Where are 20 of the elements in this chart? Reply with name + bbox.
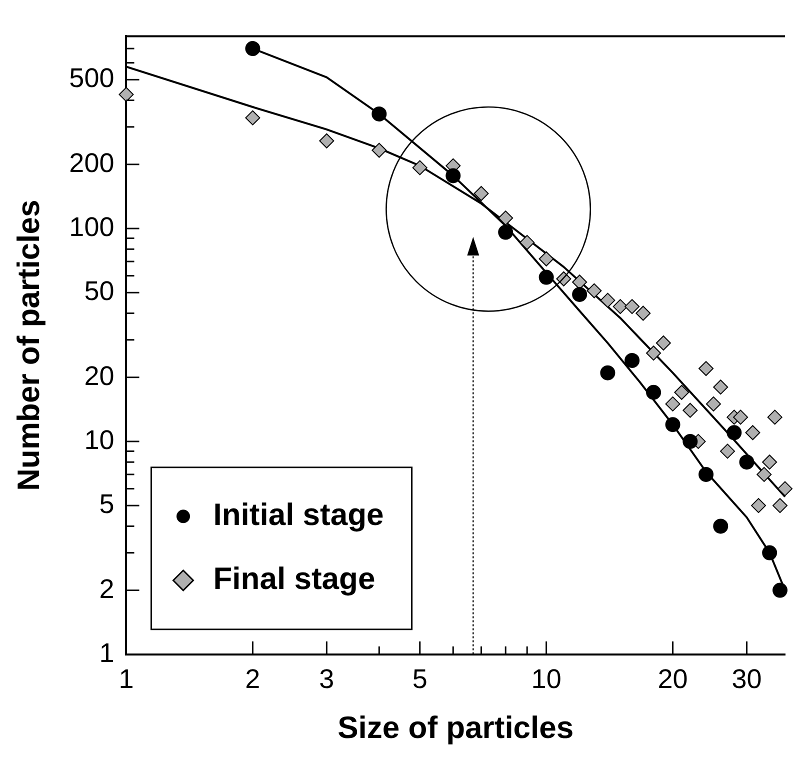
x-tick-label: 1 [118, 664, 134, 694]
y-tick-label: 1 [99, 638, 114, 668]
y-tick-label: 10 [84, 424, 114, 455]
x-tick-label: 3 [319, 664, 334, 694]
x-tick-label: 2 [245, 664, 260, 694]
y-tick-label: 500 [69, 63, 114, 94]
x-tick-label: 20 [658, 664, 688, 694]
y-axis-title: Number of particles [11, 200, 46, 491]
y-tick-label: 50 [84, 276, 114, 306]
x-tick-label: 30 [732, 664, 762, 694]
legend-label: Initial stage [213, 496, 384, 532]
x-axis-title: Size of particles [338, 710, 574, 745]
y-tick-label: 2 [99, 574, 114, 604]
y-tick-label: 200 [69, 148, 114, 178]
x-tick-label: 5 [412, 664, 428, 694]
y-tick-label: 100 [69, 212, 114, 242]
y-tick-label: 5 [99, 489, 114, 520]
y-tick-label: 20 [84, 360, 114, 391]
legend-label: Final stage [213, 560, 376, 596]
x-tick-label: 10 [531, 664, 562, 694]
